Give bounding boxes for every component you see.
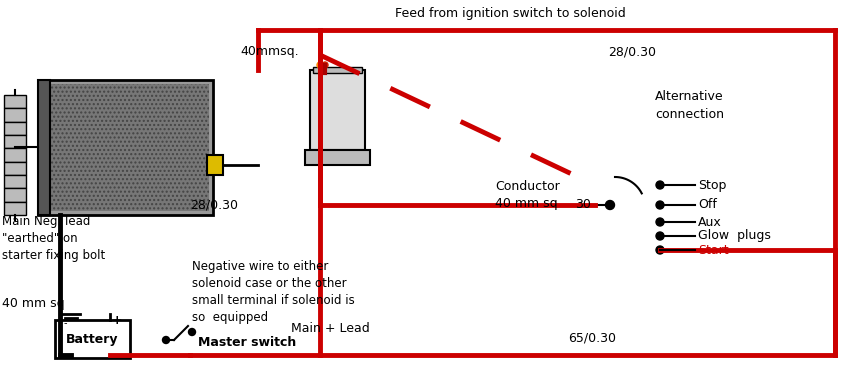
Text: 28/0.30: 28/0.30 <box>608 45 656 58</box>
Bar <box>38 80 50 215</box>
Circle shape <box>656 181 664 189</box>
Text: Conductor
40 mm sq: Conductor 40 mm sq <box>495 179 560 210</box>
Text: Start: Start <box>698 243 728 257</box>
Circle shape <box>163 336 170 344</box>
Circle shape <box>656 246 664 254</box>
Text: Main + Lead: Main + Lead <box>291 321 370 334</box>
Text: Negative wire to either
solenoid case or the other
small terminal if solenoid is: Negative wire to either solenoid case or… <box>192 260 354 324</box>
Bar <box>4 175 26 188</box>
Bar <box>4 95 26 108</box>
Circle shape <box>322 62 328 68</box>
Circle shape <box>188 328 196 336</box>
Text: Aux: Aux <box>698 215 722 228</box>
Text: Main Neg. lead
"earthed" on
starter fixing bolt: Main Neg. lead "earthed" on starter fixi… <box>2 215 105 262</box>
Text: 30: 30 <box>575 198 591 211</box>
Text: Glow  plugs: Glow plugs <box>698 230 771 243</box>
Bar <box>4 148 26 162</box>
Bar <box>305 150 370 165</box>
Bar <box>42 84 209 211</box>
Bar <box>4 202 26 215</box>
Text: Battery: Battery <box>66 333 118 346</box>
Bar <box>313 67 362 73</box>
Text: Feed from ignition switch to solenoid: Feed from ignition switch to solenoid <box>394 8 625 20</box>
Circle shape <box>317 62 323 68</box>
Circle shape <box>656 201 664 209</box>
Bar <box>4 162 26 175</box>
Text: Stop: Stop <box>698 179 727 192</box>
Circle shape <box>656 232 664 240</box>
Text: Alternative
connection: Alternative connection <box>655 89 724 121</box>
Bar <box>207 155 223 175</box>
Text: -: - <box>64 318 67 328</box>
Text: +: + <box>112 314 122 328</box>
Circle shape <box>656 218 664 226</box>
Text: 40 mm sq: 40 mm sq <box>2 296 64 310</box>
Text: 65/0.30: 65/0.30 <box>568 331 616 344</box>
Text: 40mmsq.: 40mmsq. <box>241 45 299 58</box>
Text: 28/0.30: 28/0.30 <box>190 199 238 212</box>
Bar <box>4 108 26 122</box>
Bar <box>55 320 130 358</box>
Text: Master switch: Master switch <box>198 336 296 349</box>
Text: Off: Off <box>698 199 717 212</box>
Bar <box>4 135 26 148</box>
Bar <box>310 70 365 150</box>
Bar <box>4 188 26 202</box>
Circle shape <box>605 200 615 210</box>
Bar <box>38 80 213 215</box>
Bar <box>4 122 26 135</box>
